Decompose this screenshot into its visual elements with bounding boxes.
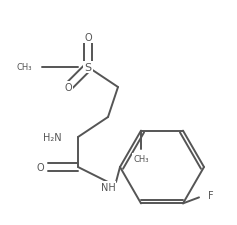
Text: O: O — [36, 162, 44, 172]
Text: NH: NH — [101, 182, 115, 192]
Text: S: S — [84, 63, 91, 73]
Text: CH₃: CH₃ — [17, 63, 32, 72]
Text: O: O — [64, 83, 72, 93]
Text: O: O — [84, 33, 92, 43]
Text: H₂N: H₂N — [43, 132, 62, 142]
Text: CH₃: CH₃ — [133, 154, 149, 163]
Text: F: F — [208, 191, 214, 200]
